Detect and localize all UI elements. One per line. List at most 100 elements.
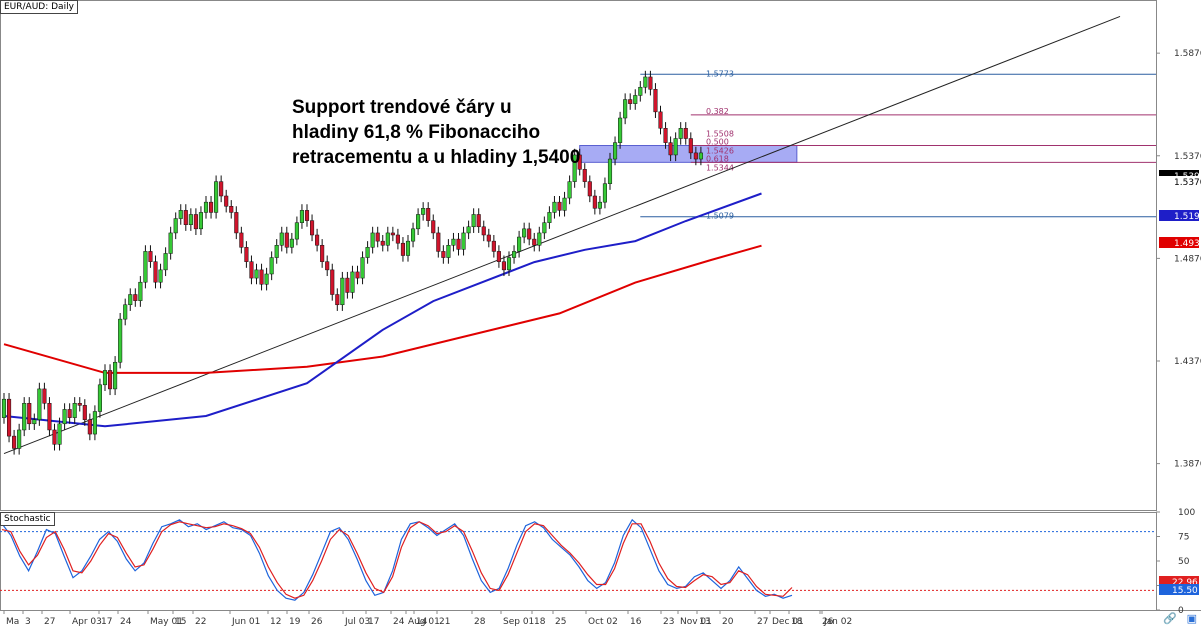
level-label: 1.5079 — [706, 212, 734, 221]
x-tick-label: 12 — [270, 617, 281, 627]
candle — [97, 384, 103, 412]
candle — [411, 228, 416, 242]
candle — [527, 228, 532, 240]
candle — [108, 370, 113, 390]
candle — [118, 318, 123, 363]
fib-price-label: 1.5344 — [706, 163, 734, 172]
candle — [57, 423, 62, 445]
x-tick-label: 18 — [534, 617, 546, 627]
candle — [178, 210, 183, 219]
candle — [193, 214, 198, 230]
candle — [102, 370, 108, 386]
candle — [365, 247, 370, 258]
x-tick-label: 28 — [474, 617, 486, 627]
symbol-title: EUR/AUD: Daily — [0, 0, 78, 14]
candle — [663, 128, 668, 143]
candle — [219, 181, 224, 197]
candle — [562, 197, 567, 211]
candle — [224, 195, 229, 207]
x-tick-label: 25 — [555, 617, 566, 627]
candle — [517, 236, 522, 252]
candle — [693, 152, 698, 160]
candle — [153, 261, 158, 283]
candle — [320, 245, 325, 262]
candle — [264, 273, 269, 285]
stoch-value-box — [1159, 576, 1199, 587]
candle — [537, 232, 542, 246]
candle — [552, 201, 557, 213]
camera-icon[interactable]: ▣ — [1186, 612, 1197, 625]
price-label-box — [1159, 170, 1199, 181]
stoch-y-tick-label: 75 — [1178, 533, 1189, 543]
candle — [628, 99, 633, 104]
price-label-box — [1159, 176, 1199, 187]
candle — [486, 234, 491, 242]
candle — [567, 181, 572, 199]
candle — [597, 201, 602, 209]
candle — [173, 218, 178, 234]
candle — [229, 206, 234, 213]
candle — [572, 154, 577, 182]
trendline — [3, 15, 1121, 455]
candle — [284, 232, 289, 248]
candle — [385, 232, 390, 246]
candle — [648, 76, 653, 90]
candle — [239, 232, 244, 248]
candle — [203, 201, 209, 213]
candle — [128, 294, 133, 306]
candle — [522, 228, 527, 238]
price-panel-frame — [0, 0, 1157, 511]
x-tick-label: Jun 01 — [231, 617, 260, 627]
x-tick-label: Jan 02 — [823, 617, 852, 627]
candle — [1, 398, 7, 418]
candle — [133, 294, 138, 301]
candle — [633, 95, 638, 104]
support-zone — [579, 145, 798, 163]
candle — [653, 89, 658, 113]
candle — [698, 152, 703, 160]
candle — [37, 388, 42, 420]
y-tick-label: 1.5876 — [1174, 49, 1201, 59]
candle — [294, 222, 299, 240]
candle — [330, 269, 335, 295]
candle — [113, 361, 118, 390]
candle — [340, 277, 345, 306]
candle — [613, 142, 618, 160]
candle — [22, 403, 27, 431]
x-tick-label: 3 — [25, 617, 31, 627]
candle — [299, 210, 304, 223]
candle — [335, 294, 340, 306]
x-tick-label: 26 — [311, 617, 323, 627]
candle — [168, 232, 173, 254]
candle — [249, 261, 254, 279]
level-label: 0.618 — [706, 154, 729, 163]
price-label: 1.5370 — [1174, 178, 1201, 188]
candle — [491, 240, 496, 252]
candle — [582, 169, 587, 182]
x-tick-label: 19 — [289, 617, 301, 627]
x-tick-label: 14 — [416, 617, 428, 627]
y-tick-label: 1.5376 — [1174, 152, 1201, 162]
candle — [577, 154, 582, 170]
link-icon[interactable]: 🔗 — [1163, 612, 1178, 625]
y-tick-label: 1.3876 — [1174, 460, 1201, 470]
candle — [42, 388, 47, 404]
x-tick-label: 24 — [120, 617, 132, 627]
candle — [476, 214, 481, 228]
candle — [431, 220, 436, 234]
x-tick-label: 17 — [101, 617, 112, 627]
candle — [345, 277, 350, 293]
candle — [355, 271, 360, 279]
candle — [532, 238, 537, 246]
candle — [421, 208, 426, 215]
annotation-line-1: Support trendové čáry u — [292, 97, 512, 118]
candle — [32, 419, 37, 425]
price-label: 1.5192 — [1174, 212, 1201, 222]
candle — [209, 201, 214, 213]
candle — [506, 257, 512, 271]
candle — [62, 409, 67, 425]
candle — [163, 253, 168, 271]
candle — [77, 403, 82, 406]
candle — [254, 269, 259, 279]
candle — [673, 138, 678, 156]
